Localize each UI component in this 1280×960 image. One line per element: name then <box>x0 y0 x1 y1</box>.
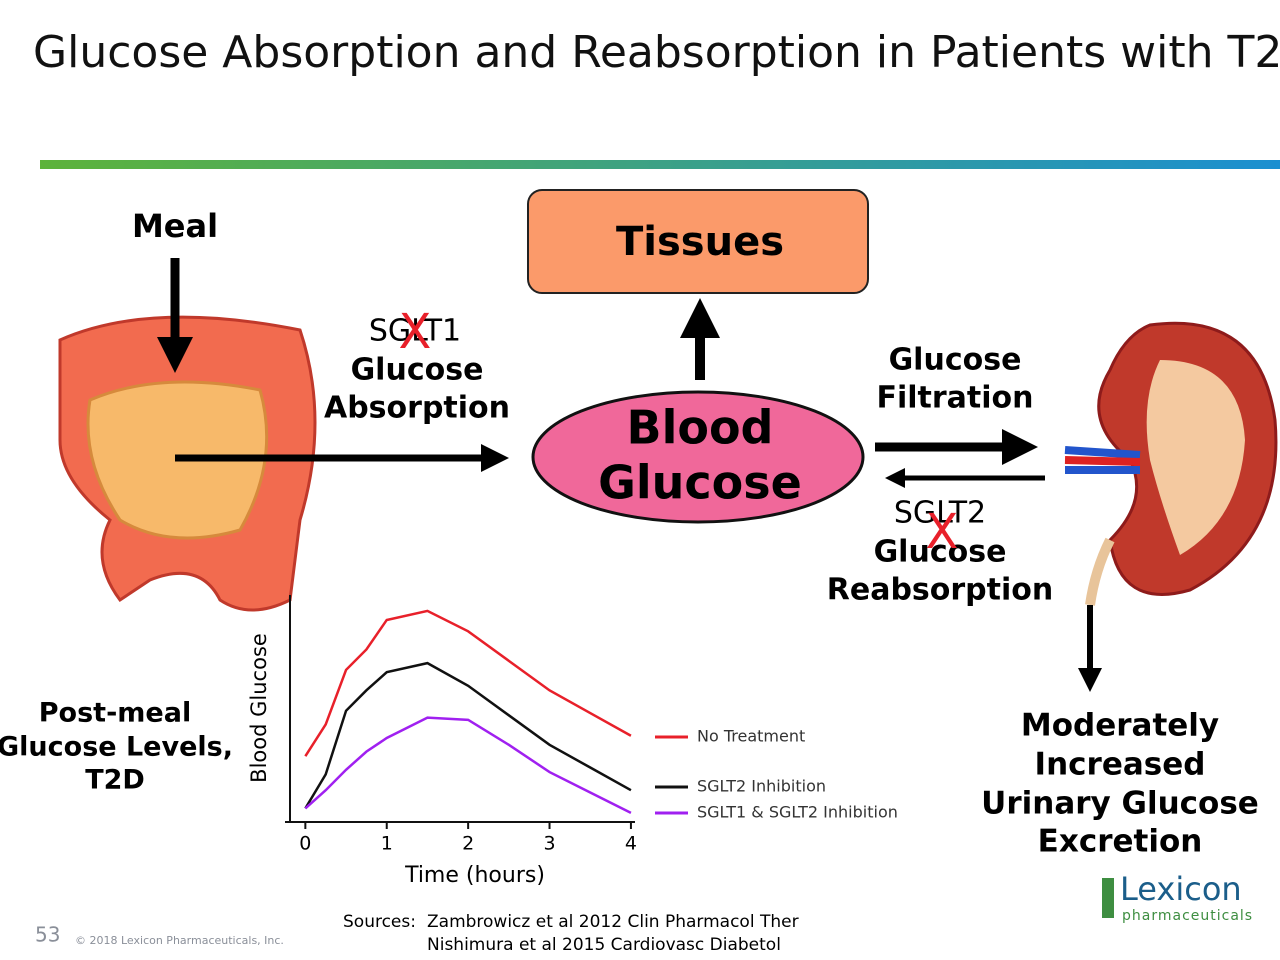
legend-label: SGLT2 Inhibition <box>697 777 826 796</box>
x-tick-label: 2 <box>462 833 474 855</box>
logo-sub: pharmaceuticals <box>1122 908 1253 924</box>
blood-glucose-node <box>531 390 865 524</box>
absorption-label: Absorption <box>324 391 510 426</box>
x-tick-label: 4 <box>625 833 637 855</box>
series-line <box>304 661 632 810</box>
logo-name: Lexicon <box>1120 870 1242 908</box>
block-mark: X <box>399 304 432 360</box>
block-mark: X <box>926 504 959 560</box>
excretion-label: Urinary Glucose <box>981 786 1259 822</box>
series-line <box>304 716 632 815</box>
filtration-label: Filtration <box>876 381 1033 416</box>
page-number: 53 <box>35 923 60 947</box>
tissues-label: Tissues <box>616 219 784 265</box>
x-axis-label: Time (hours) <box>404 863 545 888</box>
x-tick-label: 3 <box>543 833 555 855</box>
title-rule <box>40 160 1280 169</box>
reabsorption-label: Reabsorption <box>827 573 1054 608</box>
legend-label: No Treatment <box>697 727 805 746</box>
filtration-label: Glucose <box>889 343 1022 378</box>
excretion-label: Excretion <box>1038 824 1203 860</box>
reabsorption-label: Glucose <box>874 535 1007 570</box>
sources-label: Sources: <box>343 912 416 932</box>
excretion-label: Moderately <box>1021 708 1219 744</box>
series-line <box>304 609 632 757</box>
meal-label: Meal <box>132 207 218 245</box>
copyright: © 2018 Lexicon Pharmaceuticals, Inc. <box>75 934 284 947</box>
post-meal-label: Post-meal <box>39 698 191 729</box>
line-chart: Blood Glucose Time (hours) 0 1 2 3 4 No Treat… <box>247 595 898 888</box>
post-meal-label: Glucose Levels, <box>0 732 233 763</box>
tissues-box <box>527 189 869 294</box>
absorption-label: SGLT1 <box>369 314 461 349</box>
title-line: Glucose Absorption and Reabsorption in P… <box>33 27 1280 78</box>
source: Nishimura et al 2015 Cardiovasc Diabetol <box>427 935 781 955</box>
blood-glucose-label: Blood <box>627 401 774 455</box>
y-axis-label: Blood Glucose <box>247 633 271 783</box>
logo-mark <box>1102 878 1114 918</box>
kidney-illustration <box>1064 321 1278 606</box>
reabsorption-label: SGLT2 <box>894 496 986 531</box>
legend-label: SGLT1 & SGLT2 Inhibition <box>697 803 898 822</box>
absorption-label: Glucose <box>351 353 484 388</box>
blood-glucose-label: Glucose <box>598 456 802 510</box>
excretion-label: Increased <box>1035 747 1206 783</box>
x-tick-label: 1 <box>381 833 393 855</box>
source: Zambrowicz et al 2012 Clin Pharmacol The… <box>427 912 799 932</box>
x-tick-label: 0 <box>299 833 311 855</box>
post-meal-label: T2D <box>85 765 145 796</box>
intestine-illustration <box>58 315 317 612</box>
